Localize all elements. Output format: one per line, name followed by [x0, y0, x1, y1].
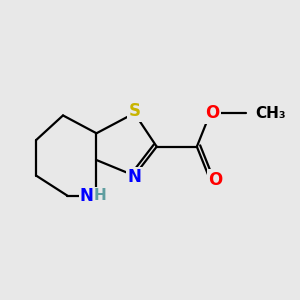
Text: O: O	[208, 171, 223, 189]
Text: N: N	[128, 168, 141, 186]
Text: S: S	[128, 102, 140, 120]
Text: O: O	[205, 104, 220, 122]
Text: CH₃: CH₃	[256, 106, 286, 121]
Text: N: N	[80, 187, 94, 205]
Text: H: H	[94, 188, 106, 203]
